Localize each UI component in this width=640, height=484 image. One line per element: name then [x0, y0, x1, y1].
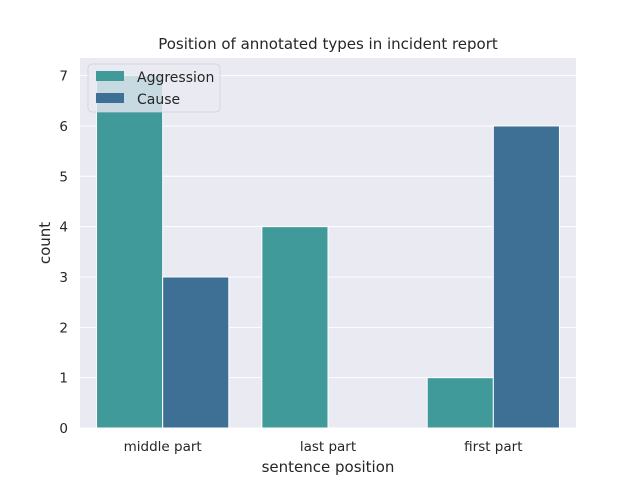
x-ticks: middle part last part first part	[124, 439, 523, 455]
x-tick-label: middle part	[124, 439, 202, 455]
y-tick-label: 7	[59, 69, 68, 85]
chart-title: Position of annotated types in incident …	[158, 35, 498, 53]
y-tick-label: 2	[59, 320, 68, 336]
legend-label-cause: Cause	[137, 92, 180, 108]
y-axis-label: count	[36, 222, 54, 264]
x-axis-label: sentence position	[262, 458, 395, 476]
y-tick-label: 0	[59, 421, 68, 437]
bars	[96, 75, 560, 429]
y-tick-label: 4	[59, 220, 68, 236]
y-tick-label: 6	[59, 119, 68, 135]
legend: Aggression Cause	[87, 63, 221, 113]
legend-swatch-aggression	[96, 71, 124, 81]
bar-cause-first-part	[492, 125, 560, 429]
x-tick-label: first part	[464, 439, 522, 455]
bar-aggression-last-part	[261, 226, 329, 429]
bar-aggression-middle-part	[96, 75, 164, 429]
legend-label-aggression: Aggression	[137, 70, 214, 86]
bar-cause-middle-part	[162, 276, 230, 429]
legend-swatch-cause	[96, 93, 124, 103]
y-ticks: 0 1 2 3 4 5 6 7	[59, 69, 68, 437]
y-tick-label: 1	[59, 371, 68, 387]
bar-aggression-first-part	[426, 377, 494, 429]
y-tick-label: 3	[59, 270, 68, 286]
x-tick-label: last part	[300, 439, 356, 455]
y-tick-label: 5	[59, 169, 68, 185]
